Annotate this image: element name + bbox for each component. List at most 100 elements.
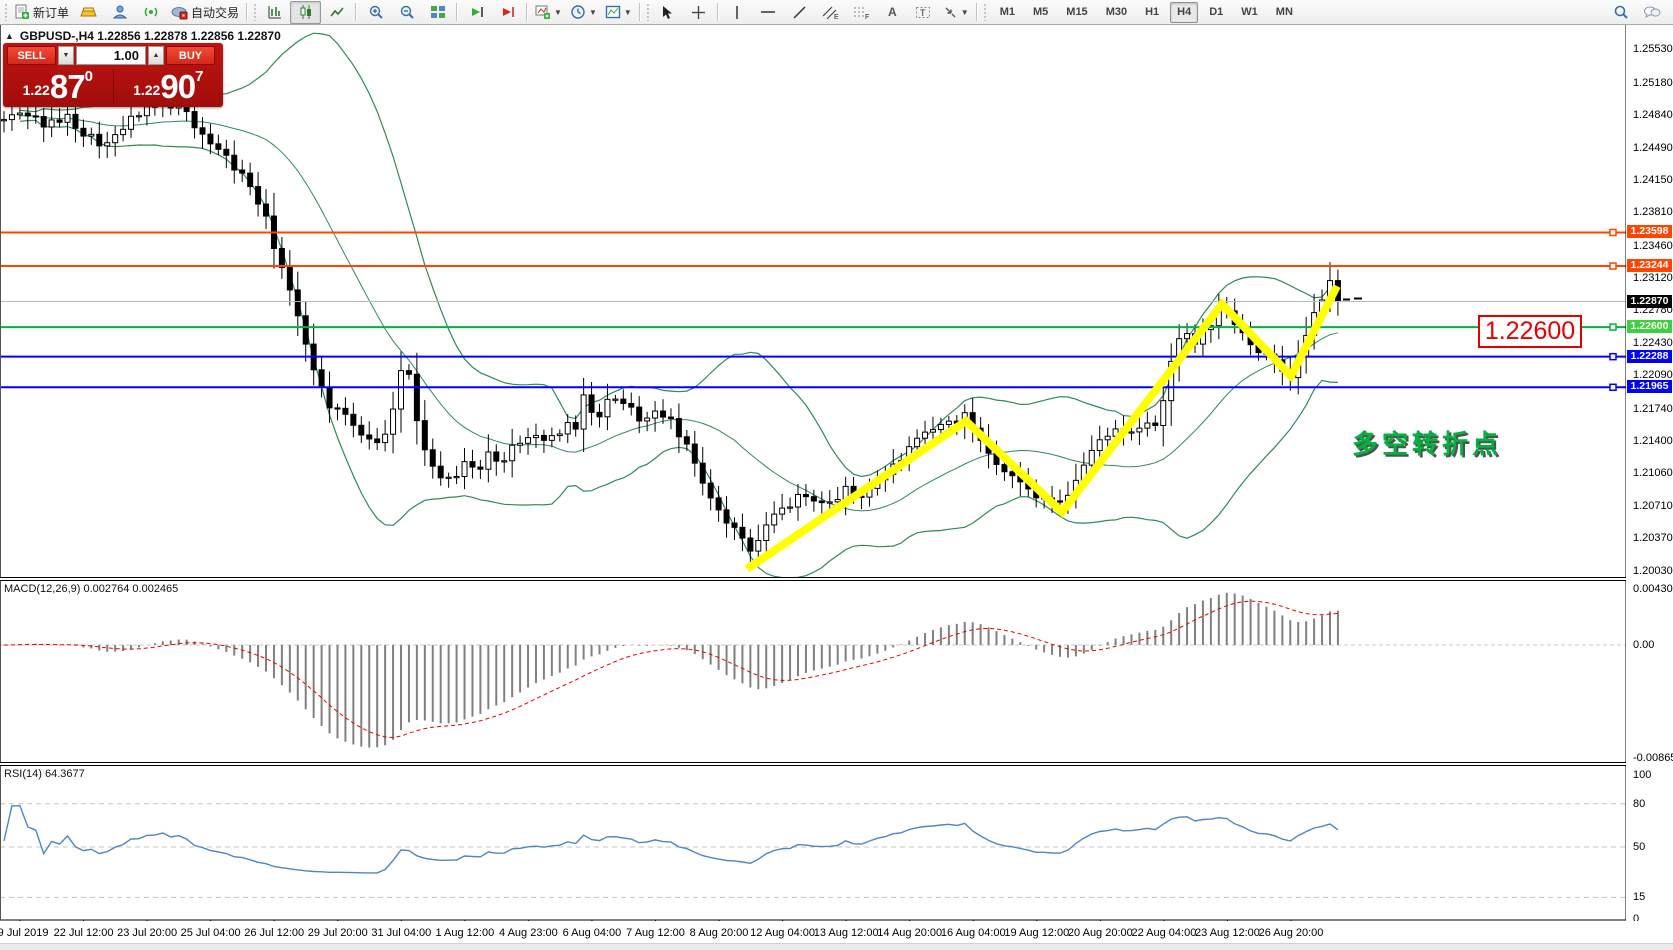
- chevron-down-icon: ▼: [554, 7, 562, 17]
- fibonacci-button[interactable]: F: [846, 1, 877, 24]
- text-tool-letter: A: [887, 5, 897, 19]
- bar-chart-icon: [268, 6, 281, 19]
- cursor-button[interactable]: [652, 1, 683, 24]
- rsi-axis-tick: 80: [1633, 797, 1646, 810]
- toolbar-gripper[interactable]: [253, 3, 258, 21]
- timeframe-button-m15[interactable]: M15: [1066, 6, 1088, 18]
- price-tag: 1.23244: [1627, 259, 1672, 273]
- chevron-down-icon: ▼: [623, 7, 632, 17]
- buy-price-big-digits: 90: [160, 68, 196, 105]
- time-axis-label: 16 Aug 04:00: [940, 927, 1006, 939]
- bottom-strip: [0, 943, 1673, 950]
- svg-text:T: T: [920, 8, 926, 18]
- periods-icon: [571, 5, 585, 19]
- sell-price-big-digits: 87: [49, 68, 86, 105]
- sell-price[interactable]: 1.22 87 0: [3, 67, 113, 105]
- timeframe-button-h4[interactable]: H4: [1170, 1, 1199, 23]
- buy-price-prefix: 1.22: [133, 82, 161, 98]
- price-tag: 1.22870: [1627, 294, 1672, 308]
- buy-button[interactable]: BUY: [166, 46, 215, 65]
- chart-shift-icon: [502, 7, 514, 17]
- zoom-out-button[interactable]: [391, 1, 422, 24]
- zigzag-trendline-annotation[interactable]: [744, 284, 1341, 573]
- svg-text:E: E: [834, 14, 839, 20]
- text-button[interactable]: A: [877, 1, 908, 24]
- price-axis-tick: 1.22090: [1633, 369, 1673, 382]
- candlestick-chart-button[interactable]: [290, 0, 322, 24]
- toolbar-right-group: [1605, 1, 1667, 24]
- price-tag: 1.21965: [1627, 380, 1672, 394]
- toolbar-separator: [526, 3, 529, 21]
- pane-separator[interactable]: [0, 762, 1673, 766]
- chat-button[interactable]: [1636, 1, 1667, 24]
- arrows-button[interactable]: ▼: [939, 1, 973, 24]
- volume-input[interactable]: 1.00: [76, 46, 146, 65]
- auto-trading-button[interactable]: 自动交易: [166, 1, 243, 24]
- chart-plot: [0, 25, 1673, 925]
- signals-button[interactable]: [135, 1, 166, 24]
- bar-chart-button[interactable]: [259, 1, 290, 24]
- toolbar-gripper[interactable]: [4, 3, 8, 21]
- pane-separator[interactable]: [0, 577, 1673, 581]
- search-button[interactable]: [1605, 1, 1636, 24]
- time-axis-label: 22 Aug 04:00: [1131, 927, 1197, 939]
- deposit-gold-button[interactable]: [73, 1, 104, 24]
- trendline-button[interactable]: [784, 1, 815, 24]
- line-chart-button[interactable]: [321, 1, 352, 24]
- text-label-icon: T: [916, 6, 931, 18]
- auto-scroll-button[interactable]: [461, 1, 492, 24]
- vertical-line-button[interactable]: [722, 1, 753, 24]
- price-axis[interactable]: 1.25530 1.25180 1.24840 1.24490 1.24150 1.238…: [1626, 25, 1673, 925]
- timeframe-button-d1[interactable]: D1: [1209, 6, 1224, 18]
- chart-shift-button[interactable]: [492, 1, 523, 24]
- timeframe-button-mn[interactable]: MN: [1275, 6, 1293, 18]
- community-button[interactable]: [104, 1, 135, 24]
- templates-button[interactable]: ▼: [601, 1, 636, 24]
- auto-trading-label: 自动交易: [191, 5, 240, 20]
- chart-area[interactable]: ▲ GBPUSD-,H4 1.22856 1.22878 1.22856 1.2…: [0, 25, 1673, 950]
- timeframe-button-w1[interactable]: W1: [1241, 6, 1258, 18]
- toolbar-gripper[interactable]: [645, 3, 650, 21]
- svg-text:F: F: [865, 14, 869, 20]
- time-axis-label: 1 Aug 12:00: [435, 927, 495, 939]
- zoom-in-icon: [369, 5, 383, 19]
- price-axis-tick: 1.23460: [1633, 239, 1673, 252]
- chat-icon: [1643, 6, 1660, 19]
- horizontal-level-lines[interactable]: [0, 228, 1626, 392]
- buy-price[interactable]: 1.22 90 7: [114, 67, 224, 105]
- pivot-point-annotation[interactable]: 多空转折点: [1352, 429, 1503, 459]
- auto-scroll-icon: [471, 7, 483, 17]
- time-axis-label: 22 Jul 12:00: [53, 927, 114, 939]
- text-label-button[interactable]: T: [908, 1, 939, 24]
- new-order-button[interactable]: 新订单: [10, 1, 73, 24]
- horizontal-line-button[interactable]: [753, 1, 784, 24]
- timeframe-button-m1[interactable]: M1: [999, 6, 1015, 18]
- volume-increase-button[interactable]: ▲: [148, 46, 164, 65]
- level-text-annotation[interactable]: 1.22600: [1478, 315, 1582, 348]
- price-axis-tick: 1.24490: [1633, 141, 1673, 154]
- horizontal-line-icon: [761, 11, 776, 13]
- periods-button[interactable]: ▼: [566, 1, 601, 24]
- timeframe-button-m30[interactable]: M30: [1105, 6, 1128, 18]
- macd-axis-tick: -0.008651: [1633, 751, 1673, 764]
- tile-windows-button[interactable]: [422, 1, 453, 24]
- zoom-in-button[interactable]: [360, 1, 391, 24]
- toolbar-gripper[interactable]: [982, 3, 987, 21]
- macd-axis-tick: 0.00: [1633, 639, 1655, 651]
- volume-decrease-button[interactable]: ▼: [58, 46, 74, 65]
- equidistant-channel-button[interactable]: E: [815, 1, 846, 24]
- time-axis-label: 19 Jul 2019: [0, 927, 49, 939]
- crosshair-button[interactable]: [683, 1, 714, 24]
- candlestick-chart-icon: [300, 5, 311, 19]
- sell-button[interactable]: SELL: [7, 46, 56, 65]
- collapse-panel-icon[interactable]: ▲: [5, 31, 14, 41]
- timeframe-button-h1[interactable]: H1: [1145, 6, 1160, 18]
- timeframe-button-m5[interactable]: M5: [1033, 6, 1049, 18]
- rsi-axis-tick: 0: [1633, 913, 1640, 925]
- templates-icon: [605, 5, 621, 19]
- time-axis-label: 20 Aug 20:00: [1067, 927, 1133, 939]
- indicators-button[interactable]: ▼: [531, 1, 566, 24]
- price-axis-tick: 1.25180: [1633, 76, 1673, 89]
